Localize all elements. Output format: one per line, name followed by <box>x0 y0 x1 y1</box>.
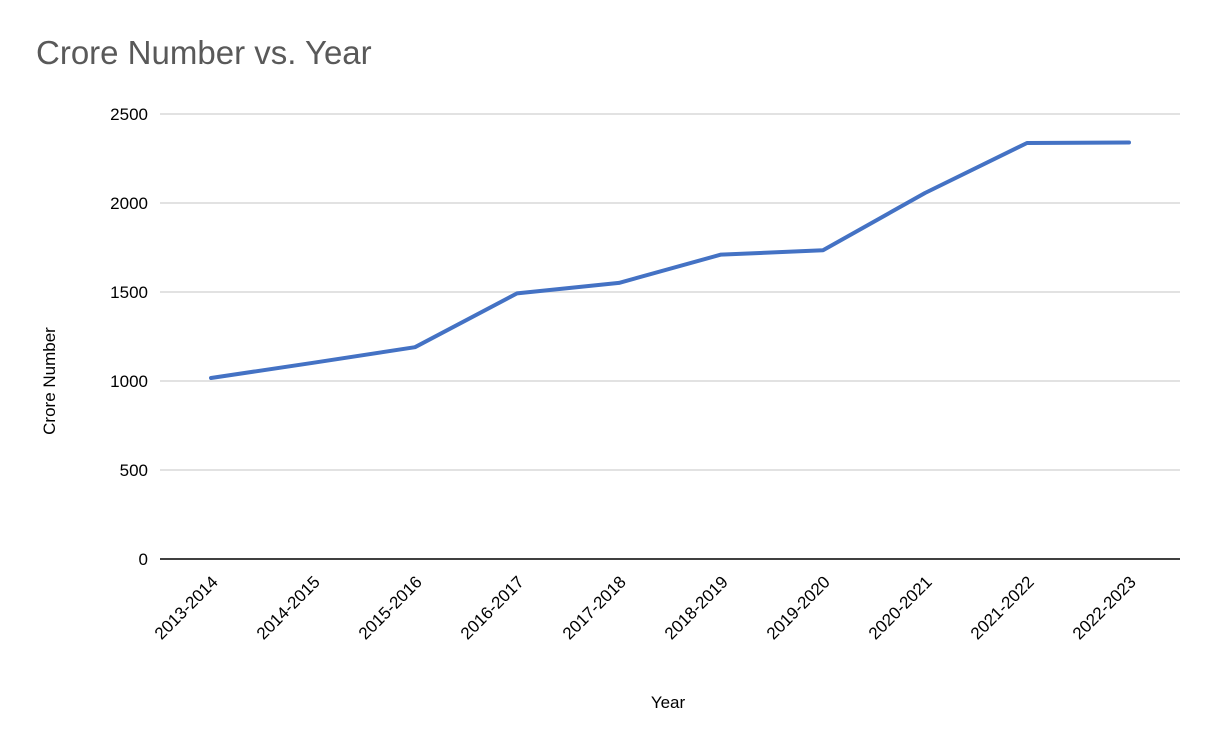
gridlines <box>160 113 1180 471</box>
y-tick-label: 2500 <box>110 105 148 124</box>
y-tick-label: 1000 <box>110 372 148 391</box>
series-line <box>209 140 1131 380</box>
x-tick-label: 2016-2017 <box>457 572 528 643</box>
x-tick-label: 2013-2014 <box>151 572 222 643</box>
x-tick-label: 2022-2023 <box>1069 572 1140 643</box>
y-tick-label: 500 <box>120 461 148 480</box>
data-point <box>923 191 927 195</box>
data-point <box>1025 141 1029 145</box>
x-tick-label: 2015-2016 <box>355 572 426 643</box>
data-point <box>209 376 213 380</box>
x-axis-title: Year <box>650 693 686 712</box>
x-tick-label: 2021-2022 <box>967 572 1038 643</box>
x-tick-label: 2019-2020 <box>763 572 834 643</box>
data-point <box>617 281 621 285</box>
data-point <box>515 291 519 295</box>
chart-title: Crore Number vs. Year <box>36 34 372 71</box>
x-tick-label: 2020-2021 <box>865 572 936 643</box>
data-point <box>413 345 417 349</box>
x-tick-label: 2017-2018 <box>559 572 630 643</box>
x-tick-label: 2018-2019 <box>661 572 732 643</box>
x-tick-label: 2014-2015 <box>253 572 324 643</box>
series-layer <box>209 140 1131 380</box>
data-point <box>311 361 315 365</box>
y-tick-label: 2000 <box>110 194 148 213</box>
tick-labels: 0 500 1000 1500 2000 2500 2013-2014 2014-2015 20… <box>110 105 1140 643</box>
data-point <box>719 253 723 257</box>
y-tick-label: 0 <box>139 550 148 569</box>
y-tick-label: 1500 <box>110 283 148 302</box>
data-point <box>821 248 825 252</box>
data-point <box>1127 140 1131 144</box>
